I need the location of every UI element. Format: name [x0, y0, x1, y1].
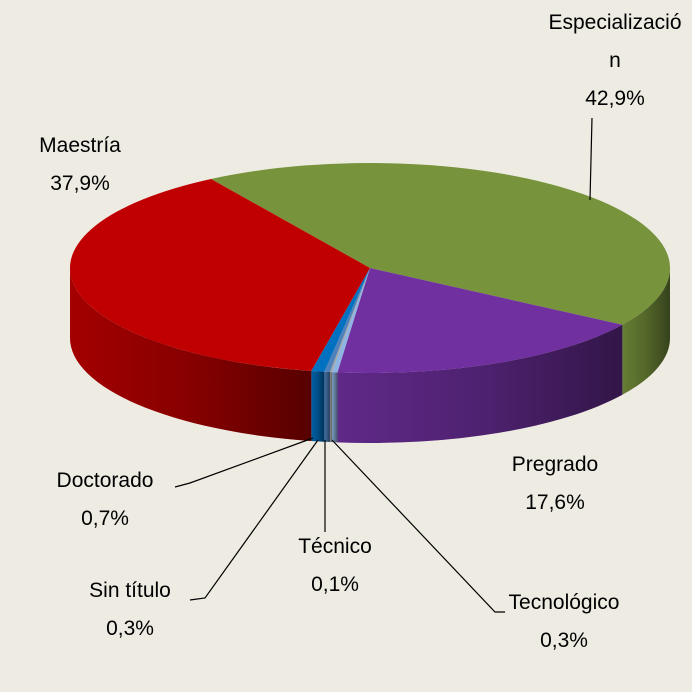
label-value: 0,7%: [81, 507, 129, 530]
slice: [211, 163, 670, 325]
data-label: Técnico 0,1%: [275, 528, 395, 604]
data-label: Doctorado 0,7%: [30, 462, 180, 538]
label-value: 0,1%: [311, 573, 359, 596]
slice-side-shade: [324, 371, 330, 443]
slice: [69, 178, 370, 371]
leader-line: [189, 439, 319, 601]
label-name: Doctorado: [56, 469, 154, 492]
slice-side-shade: [70, 268, 312, 441]
label-value: 17,6%: [525, 491, 585, 514]
slice: [337, 268, 623, 373]
slice: [331, 268, 370, 373]
label-value: 0,3%: [540, 629, 588, 652]
slice-side-shade: [331, 372, 338, 443]
leader-line: [174, 437, 314, 488]
label-name: Pregrado: [511, 453, 599, 476]
slice-side-shade: [329, 372, 332, 443]
label-name: Sin título: [89, 579, 171, 602]
label-value: 0,3%: [106, 617, 154, 640]
slice-side-shade: [622, 268, 670, 395]
label-name: Técnico: [298, 535, 372, 558]
data-label: Tecnológico 0,3%: [508, 584, 620, 660]
slice-side-shade: [311, 370, 325, 442]
label-value: 42,9%: [585, 87, 645, 110]
data-label: Maestría 37,9%: [10, 127, 150, 203]
data-label: Pregrado 17,6%: [490, 446, 620, 522]
label-name: Maestría: [39, 134, 121, 157]
leader-line: [331, 439, 505, 613]
label-name: Tecnológico: [508, 591, 620, 614]
slice: [324, 268, 370, 373]
slice: [311, 268, 370, 372]
leader-line: [589, 117, 593, 201]
label-name: Especialización: [548, 11, 682, 72]
data-label: Sin título 0,3%: [60, 572, 200, 648]
label-value: 37,9%: [50, 172, 110, 195]
slice: [329, 268, 370, 373]
slice-side-shade: [337, 324, 623, 443]
data-label: Especialización 42,9%: [548, 4, 682, 118]
